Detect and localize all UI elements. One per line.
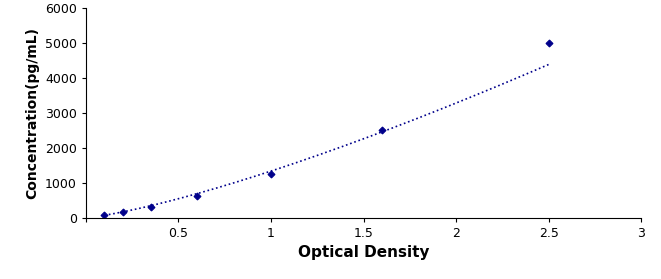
Y-axis label: Concentration(pg/mL): Concentration(pg/mL) <box>25 27 40 199</box>
X-axis label: Optical Density: Optical Density <box>298 245 429 260</box>
